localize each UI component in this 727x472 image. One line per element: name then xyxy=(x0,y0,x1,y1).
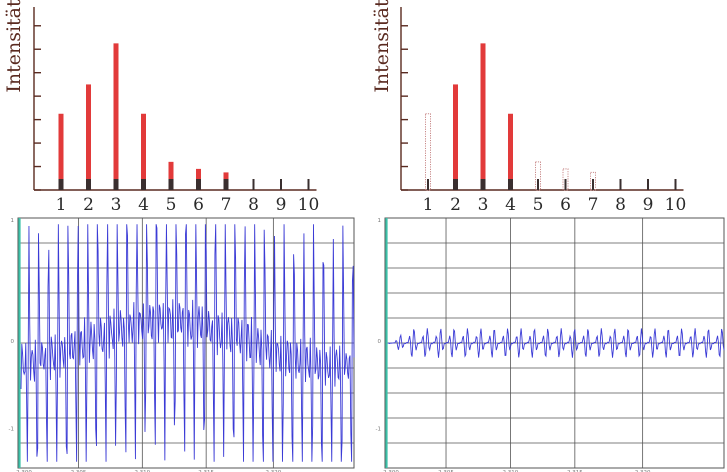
y-tick-label: 1 xyxy=(11,218,15,224)
x-tick-label: 2.315 xyxy=(198,470,214,472)
bar-stub-3 xyxy=(480,179,486,190)
x-tick-label: 2.305 xyxy=(438,470,454,472)
x-tick-label: 7 xyxy=(588,195,599,215)
x-tick-label: 2 xyxy=(450,195,461,215)
bar-stub-7 xyxy=(592,179,594,190)
y-tick-label: 0 xyxy=(378,339,382,345)
bar-4 xyxy=(141,113,146,190)
waveform-panel-complex: 1 0 -1 2.300 2.305 2.310 2.315 2.320 xyxy=(9,217,355,472)
bar-stub-2 xyxy=(453,179,458,190)
x-tick-label: 9 xyxy=(276,195,287,215)
x-tick-label: 3 xyxy=(478,195,489,215)
x-tick-label: 2.300 xyxy=(16,470,32,472)
y-axis-label: Intensität xyxy=(371,0,393,93)
bar-stub-1 xyxy=(427,179,429,190)
bar-stub-4 xyxy=(508,179,513,190)
waveform-line xyxy=(387,328,725,358)
bar-stub-1 xyxy=(58,179,64,190)
bar-stub-7 xyxy=(223,179,229,190)
bar-stub-5 xyxy=(168,179,174,190)
x-tick-label: 10 xyxy=(298,195,320,215)
x-tick-label: 8 xyxy=(615,195,626,215)
bar-stub-2 xyxy=(86,179,91,190)
bar-stub-3 xyxy=(113,179,119,190)
x-tick-label: 9 xyxy=(643,195,654,215)
x-tick-label: 6 xyxy=(193,195,204,215)
waveform-panel-filtered: 1 0 -1 2.300 2.305 2.310 2.315 2.320 xyxy=(376,217,725,472)
x-tick-label: 8 xyxy=(248,195,259,215)
bar-3 xyxy=(113,43,119,190)
x-tick-label: 2 xyxy=(83,195,94,215)
y-tick-label: -1 xyxy=(376,427,381,433)
bar-2 xyxy=(453,84,458,190)
bar-5 xyxy=(168,161,174,190)
spectrum-chart-full: Intensität 1 2 3 4 5 6 7 8 9 10 xyxy=(3,0,319,215)
x-tick-label: 2.310 xyxy=(503,470,519,472)
x-tick-label: 2.320 xyxy=(265,470,281,472)
spectrum-chart-filtered: Intensität 1 2 3 4 5 6 7 8 9 10 xyxy=(371,0,686,215)
bar-4 xyxy=(508,113,513,190)
y-tick-label: 1 xyxy=(378,218,382,224)
bar-stub-4 xyxy=(141,179,146,190)
x-tick-label: 2.310 xyxy=(134,470,150,472)
bar-stub-6 xyxy=(196,179,201,190)
bar-stub-5 xyxy=(537,179,539,190)
x-tick-label: 1 xyxy=(423,195,434,215)
bar-6 xyxy=(562,168,569,191)
waveform-line xyxy=(20,224,355,462)
x-tick-label: 5 xyxy=(166,195,177,215)
x-tick-label: 1 xyxy=(56,195,67,215)
bar-1 xyxy=(425,113,431,191)
x-tick-label: 2.305 xyxy=(71,470,87,472)
y-tick-label: -1 xyxy=(9,427,14,433)
y-tick-label: 0 xyxy=(11,339,15,345)
x-tick-label: 2.315 xyxy=(567,470,583,472)
bar-1 xyxy=(58,113,64,190)
x-tick-label: 4 xyxy=(138,195,149,215)
x-tick-label: 2.320 xyxy=(635,470,651,472)
bar-2 xyxy=(86,84,91,190)
bar-3 xyxy=(480,43,486,190)
bar-stub-6 xyxy=(564,179,567,190)
x-tick-label: 2.300 xyxy=(383,470,399,472)
x-tick-label: 7 xyxy=(221,195,232,215)
bar-5 xyxy=(535,161,541,191)
x-tick-label: 6 xyxy=(560,195,571,215)
x-tick-label: 5 xyxy=(533,195,544,215)
x-tick-label: 3 xyxy=(111,195,122,215)
x-tick-label: 4 xyxy=(505,195,516,215)
x-tick-label: 10 xyxy=(665,195,687,215)
y-axis-label: Intensität xyxy=(3,0,25,93)
